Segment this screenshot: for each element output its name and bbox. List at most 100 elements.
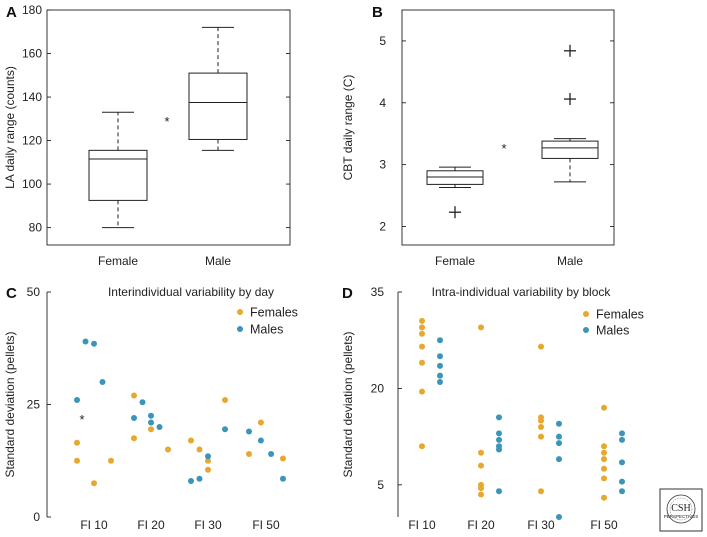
point-males-d [619, 459, 625, 466]
y-tick-label-c: 25 [27, 398, 41, 412]
point-females-c [280, 455, 286, 462]
point-males-c [82, 338, 89, 345]
point-males-d [556, 440, 562, 447]
box-male-a [188, 26, 248, 151]
legend-marker-females-c [237, 309, 243, 315]
point-females-d [538, 343, 544, 350]
x-tick-label-d: FI 50 [590, 518, 618, 532]
panel-label-c: C [6, 285, 17, 302]
box-male-b [541, 44, 599, 183]
point-females-d [538, 433, 544, 440]
point-females-d [419, 330, 425, 337]
x-tick-label-d: FI 10 [408, 518, 436, 532]
point-males-c [196, 475, 203, 482]
point-females-c [74, 439, 80, 446]
point-males-c [74, 397, 80, 403]
x-tick-label-d: FI 20 [467, 518, 495, 532]
axes-layer: A 80 100 120 140 160 180 LA daily range (counts… [3, 3, 644, 532]
legend-label-females-d: Females [596, 308, 644, 322]
y-tick-label-c: 50 [27, 285, 41, 299]
logo-ring-inner [669, 497, 693, 521]
point-females-d [419, 443, 425, 450]
x-tick-label-c: FI 20 [137, 518, 165, 532]
point-females-d [601, 443, 607, 450]
point-females-d [601, 404, 607, 411]
y-tick-label-b: 2 [379, 219, 386, 233]
box-female-a [88, 111, 148, 229]
legend-label-males-c: Males [250, 323, 283, 337]
point-females-c [131, 435, 137, 442]
y-tick-label-a: 180 [22, 3, 42, 17]
point-males-c [257, 437, 264, 444]
legend-label-females-c: Females [250, 306, 298, 320]
panel-label-a: A [6, 4, 17, 21]
significance-marker-b: * [501, 141, 506, 156]
point-males-d [496, 414, 502, 421]
point-females-d [601, 456, 607, 463]
x-tick-label-b: Female [435, 254, 475, 268]
point-females-d [538, 417, 544, 424]
point-males-c [91, 340, 97, 347]
point-males-c [99, 379, 106, 385]
x-tick-label-c: FI 30 [194, 518, 222, 532]
point-males-d [437, 353, 443, 360]
point-males-d [556, 456, 562, 463]
legend-marker-females-d [583, 311, 589, 317]
point-males-c [131, 415, 137, 421]
point-females-d [601, 465, 607, 472]
box-iqr [188, 72, 248, 140]
point-females-c [188, 437, 194, 444]
point-males-c [246, 428, 252, 435]
y-tick-label-d: 5 [377, 478, 384, 492]
point-males-d [619, 430, 625, 437]
point-males-c [156, 424, 163, 430]
y-tick-label-a: 140 [22, 90, 42, 104]
y-tick-label-b: 3 [379, 158, 386, 172]
point-males-d [556, 420, 562, 427]
point-males-d [437, 362, 443, 369]
point-males-d [437, 372, 443, 379]
point-females-d [478, 449, 484, 456]
x-tick-label-d: FI 30 [527, 518, 555, 532]
y-tick-label-d: 35 [371, 285, 385, 299]
chart-title-d: Intra-individual variability by block [432, 285, 612, 299]
point-females-c [74, 457, 80, 464]
x-tick-label-a: Female [98, 254, 138, 268]
point-males-c [205, 453, 211, 460]
point-males-d [556, 433, 562, 440]
point-females-d [419, 343, 425, 350]
point-males-c [139, 399, 146, 406]
legend-label-males-d: Males [596, 324, 629, 338]
point-males-d [619, 488, 625, 495]
point-males-d [437, 379, 443, 385]
y-tick-label-b: 4 [379, 96, 386, 110]
y-tick-label-a: 80 [29, 221, 43, 235]
x-tick-label-b: Male [557, 254, 583, 268]
y-axis-title-b: CBT daily range (C) [341, 75, 355, 181]
x-tick-label-c: FI 50 [252, 518, 280, 532]
legend-marker-males-d [583, 327, 589, 333]
point-males-d [496, 446, 502, 453]
point-females-c [91, 480, 97, 487]
point-males-d [619, 478, 625, 485]
chart-title-c: Interindividual variability by day [108, 285, 274, 299]
point-males-d [619, 436, 625, 443]
point-females-c [165, 446, 171, 453]
point-females-d [538, 424, 544, 430]
point-males-c [222, 426, 228, 433]
point-females-d [601, 494, 607, 501]
plot-frame-a [46, 9, 291, 246]
y-tick-label-a: 100 [22, 177, 42, 191]
point-females-d [419, 324, 425, 331]
y-axis-title-a: LA daily range (counts) [3, 66, 17, 189]
significance-marker-c: * [79, 412, 84, 427]
point-females-c [131, 392, 137, 399]
point-females-d [419, 388, 425, 395]
point-males-c [148, 412, 154, 419]
point-females-c [196, 446, 203, 453]
point-males-d [496, 436, 502, 443]
marks-layer [74, 26, 625, 520]
logo-text: CSH [671, 503, 690, 514]
